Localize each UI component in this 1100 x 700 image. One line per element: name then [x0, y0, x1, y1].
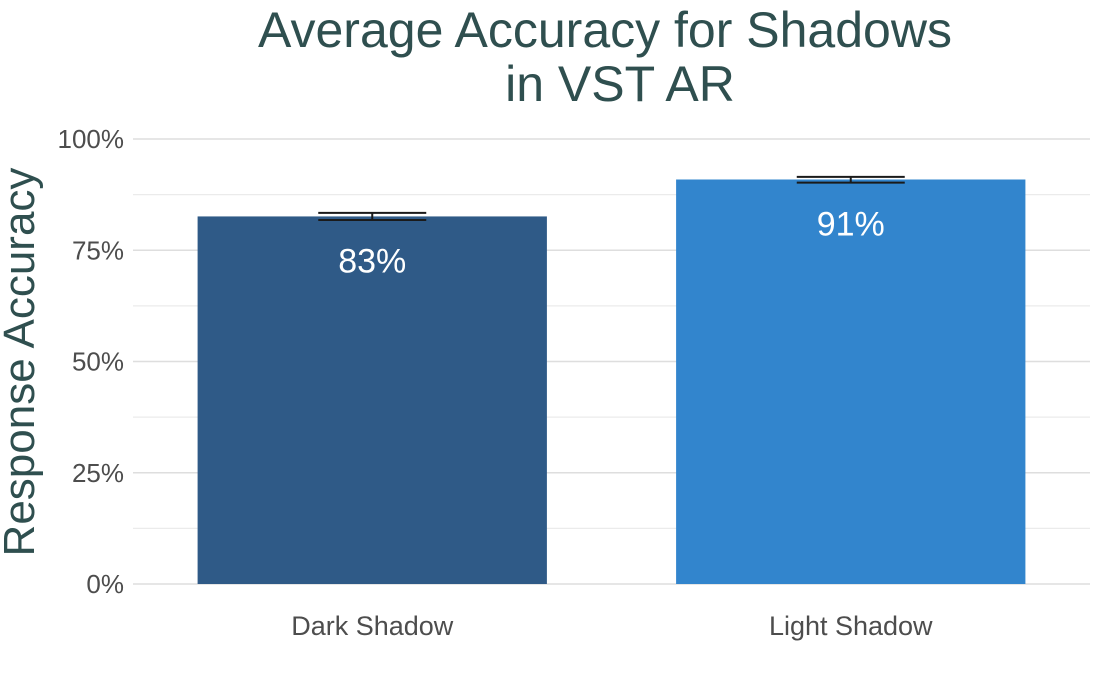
y-axis-label: Response Accuracy — [0, 168, 44, 557]
x-tick-label: Light Shadow — [769, 611, 933, 641]
y-tick-label: 75% — [72, 235, 124, 265]
bar-light-shadow — [676, 179, 1026, 584]
bar-dark-shadow — [197, 216, 547, 584]
x-tick-label: Dark Shadow — [291, 611, 454, 641]
data-labels: 83% 91% — [338, 205, 885, 280]
chart-title-line-2: in VST AR — [505, 56, 735, 112]
y-tick-label: 50% — [72, 347, 124, 377]
chart-title-line-1: Average Accuracy for Shadows — [258, 2, 952, 58]
error-bars — [318, 175, 905, 221]
bars — [197, 179, 1026, 584]
y-axis-ticks: 0% 25% 50% 75% 100% — [58, 124, 125, 599]
data-label: 91% — [817, 205, 885, 243]
y-tick-label: 100% — [58, 124, 125, 154]
x-axis-ticks: Dark Shadow Light Shadow — [291, 611, 933, 641]
chart-title: Average Accuracy for Shadows in VST AR — [258, 2, 952, 112]
y-tick-label: 25% — [72, 458, 124, 488]
data-label: 83% — [338, 242, 406, 280]
y-tick-label: 0% — [86, 569, 124, 599]
